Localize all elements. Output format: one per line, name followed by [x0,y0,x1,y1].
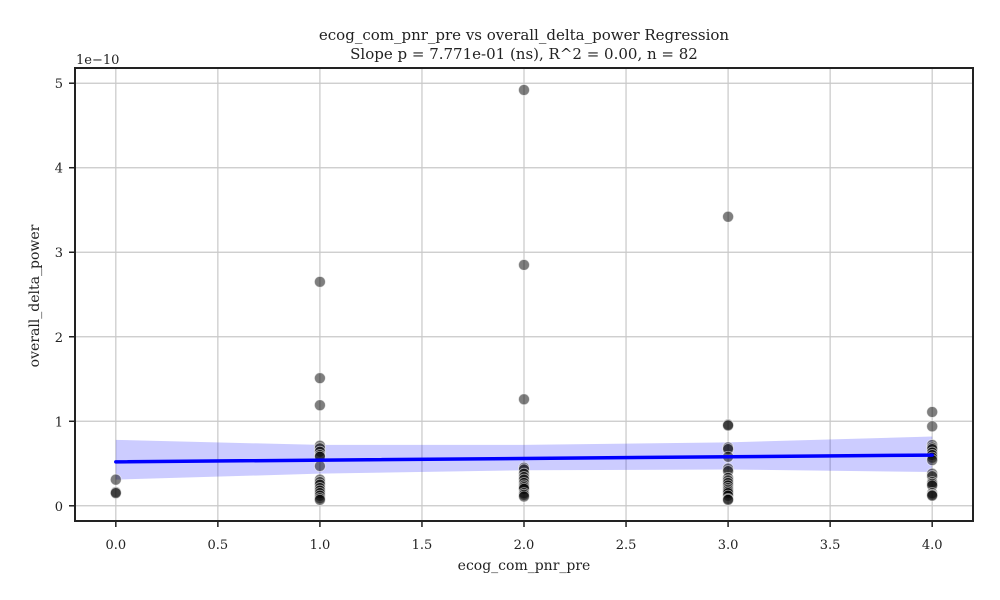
data-point [518,259,530,271]
plot-frame [74,67,974,522]
x-tick-label: 1.0 [310,538,331,553]
data-point [109,487,122,500]
data-point [926,489,939,502]
chart-subtitle: Slope p = 7.771e-01 (ns), R^2 = 0.00, n … [350,45,698,63]
data-point [722,210,734,223]
y-tick-label: 4 [55,162,63,177]
x-tick-label: 3.0 [718,538,739,553]
data-point [722,493,734,506]
y-tick-label: 3 [55,246,63,261]
regression-line-layer [114,453,934,464]
y-axis-label: overall_delta_power [27,224,43,367]
data-point [314,460,326,472]
x-tick-label: 3.5 [820,538,841,553]
data-point [926,406,939,418]
data-point [314,493,326,506]
grid [75,68,973,521]
x-tick-label: 1.5 [412,538,433,553]
y-tick-label: 1 [55,415,63,430]
chart-title: ecog_com_pnr_pre vs overall_delta_power … [319,26,730,44]
axis-ticks: 0.0 0.5 1.0 1.5 2.0 2.5 3.0 3.5 4.0 0 1 2 3 4 5 [55,77,943,553]
x-tick-label: 2.0 [514,538,535,553]
x-tick-label: 0.0 [105,538,126,553]
x-tick-label: 0.5 [208,538,229,553]
data-point [518,490,530,503]
regression-line [114,453,934,464]
y-tick-label: 5 [55,77,63,92]
data-point [518,84,530,96]
scatter-points [109,84,939,506]
data-point [109,473,122,486]
x-tick-label: 2.5 [616,538,637,553]
data-point [314,372,326,385]
y-scale-multiplier: 1e−10 [76,53,119,68]
data-point [722,419,734,432]
x-axis-label: ecog_com_pnr_pre [458,558,591,574]
data-point [314,399,326,412]
data-point [926,420,939,433]
y-tick-label: 0 [55,500,63,515]
x-tick-label: 4.0 [922,538,943,553]
data-point [314,275,326,288]
data-point [518,393,530,406]
y-tick-label: 2 [55,331,63,346]
